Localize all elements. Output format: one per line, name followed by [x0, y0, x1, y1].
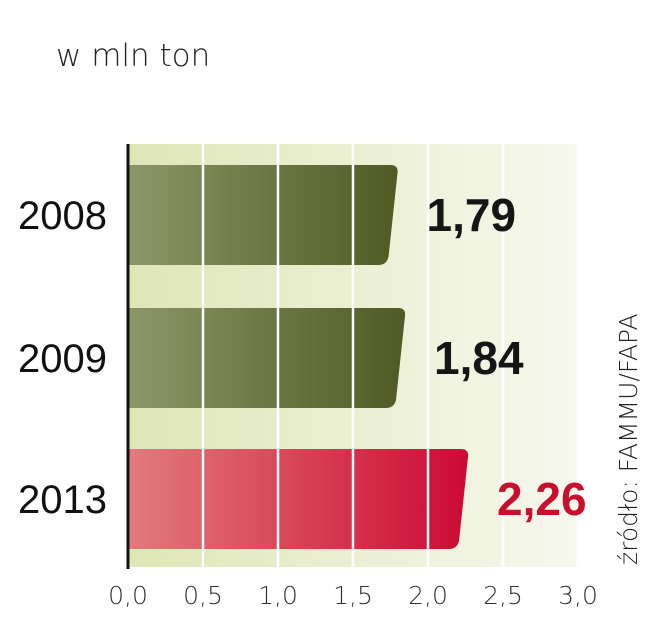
gridlines: [201, 144, 580, 567]
x-tick-label: 0,0: [108, 581, 148, 610]
source-note: źródło: FAMMU/FAPA: [614, 313, 643, 565]
value-label: 1,84: [434, 332, 524, 384]
x-tick-label: 1,0: [258, 581, 298, 610]
x-tick-labels: 0,0 0,5 1,0 1,5 2,0 2,5 3,0: [108, 581, 598, 610]
x-tick-label: 0,5: [183, 581, 223, 610]
value-labels: 1,79 1,84 2,26: [427, 189, 587, 525]
category-label: 2008: [18, 194, 107, 238]
category-labels: 2008 2009 2013: [18, 194, 107, 522]
bar-2013: [128, 449, 469, 549]
x-tick-label: 2,5: [483, 581, 523, 610]
bars: [128, 165, 469, 549]
x-tick-label: 1,5: [333, 581, 373, 610]
bar-2008: [128, 165, 398, 265]
value-label: 1,79: [427, 189, 517, 241]
category-label: 2009: [18, 337, 107, 381]
unit-label: w mln ton: [56, 38, 210, 74]
value-label: 2,26: [497, 473, 587, 525]
x-tick-label: 3,0: [558, 581, 598, 610]
category-label: 2013: [18, 478, 107, 522]
x-tick-label: 2,0: [408, 581, 448, 610]
bar-2009: [128, 308, 406, 408]
